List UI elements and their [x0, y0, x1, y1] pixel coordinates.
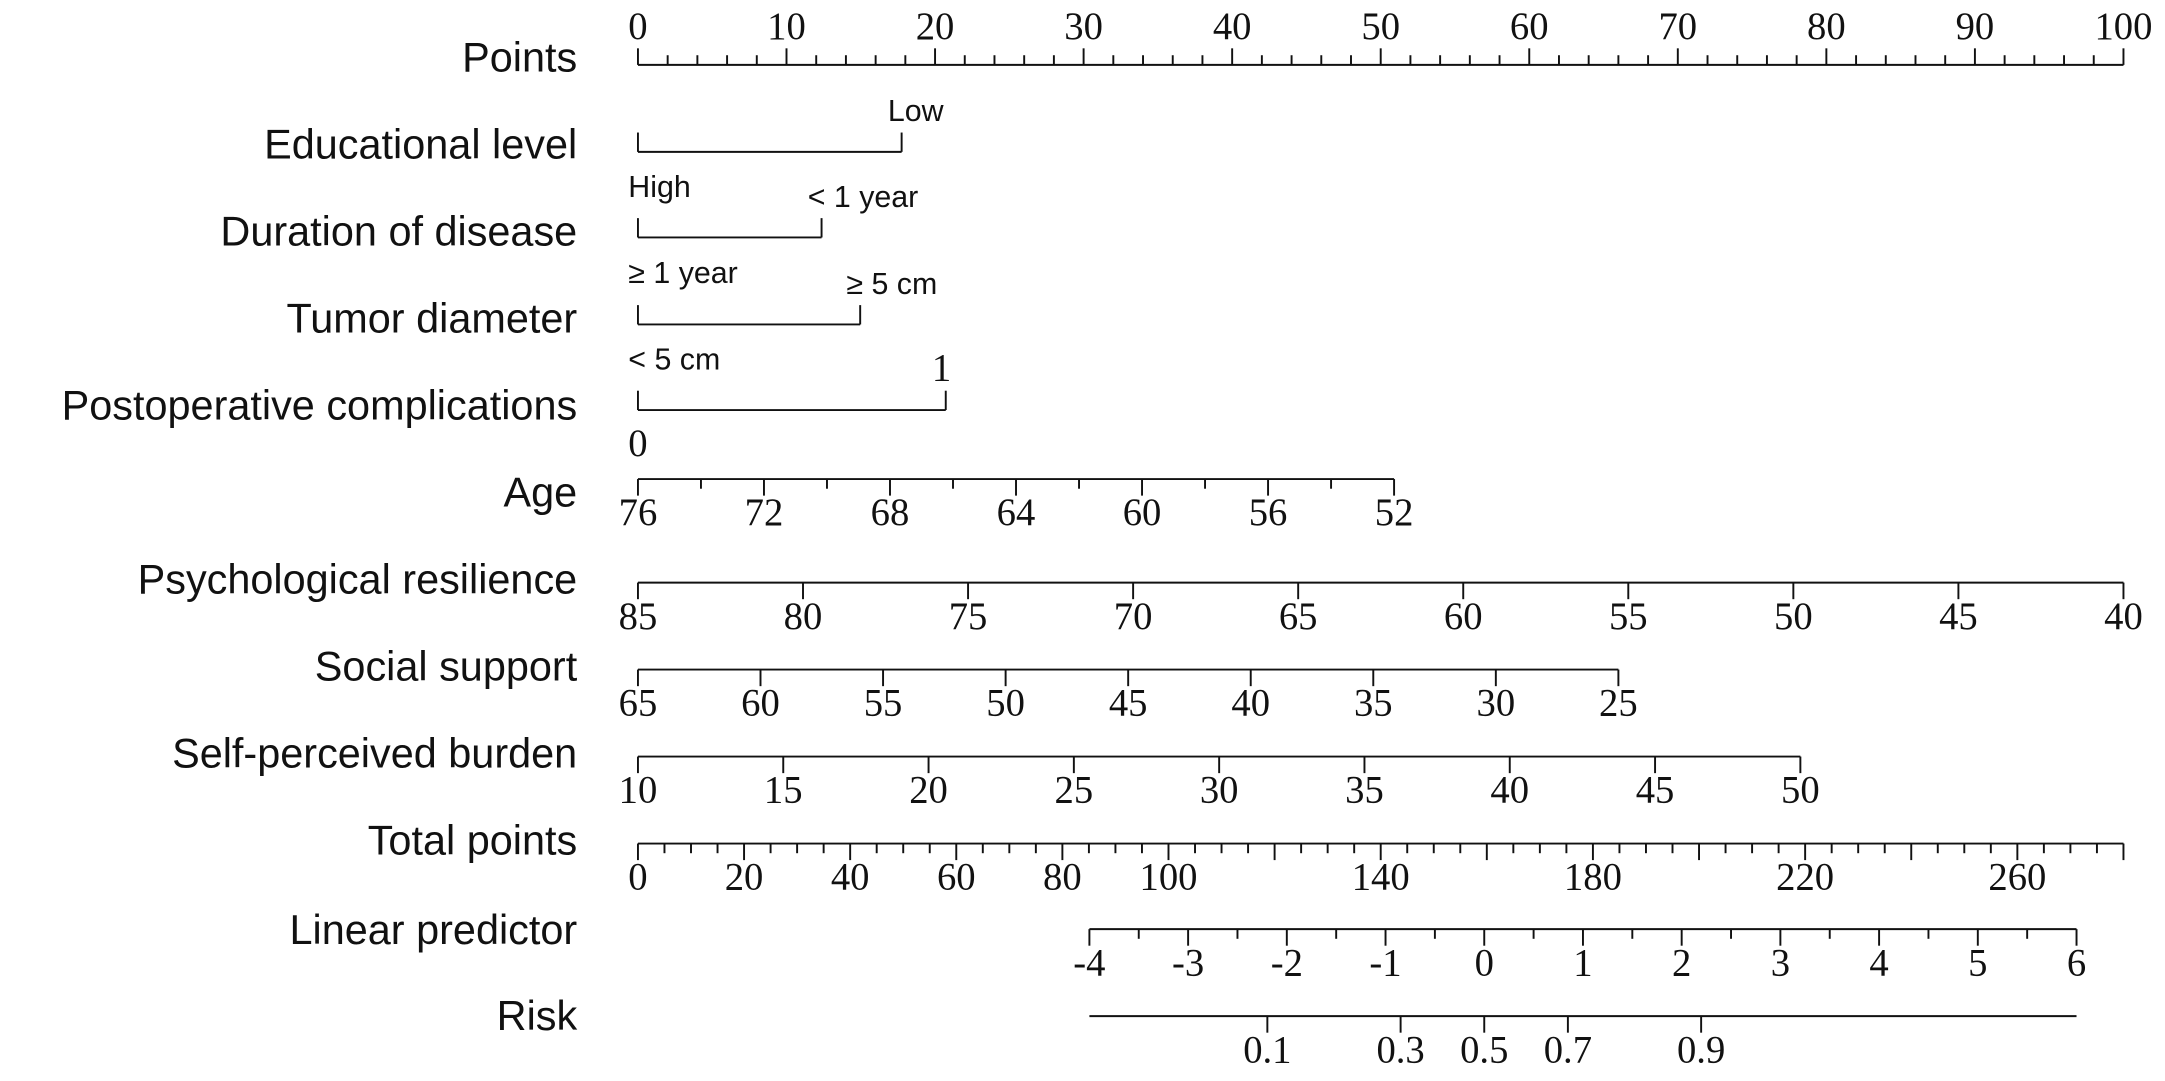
- tick-label: 45: [1636, 770, 1675, 812]
- tick-label: -4: [1073, 942, 1105, 984]
- tick-label: 60: [937, 857, 976, 899]
- level-label: < 1 year: [808, 181, 919, 214]
- tick-label: 20: [916, 6, 955, 48]
- tick-label: 40: [2104, 596, 2143, 638]
- tick-label: 70: [1114, 596, 1153, 638]
- tick-label: 45: [1109, 683, 1148, 725]
- tick-label: -2: [1271, 942, 1303, 984]
- tick-label: 220: [1776, 857, 1834, 899]
- level-label: 0: [628, 423, 647, 465]
- tick-label: 260: [1988, 857, 2046, 899]
- tick-label: 5: [1968, 942, 1987, 984]
- tick-label: 35: [1345, 770, 1384, 812]
- tick-label: 0.9: [1677, 1029, 1725, 1071]
- tick-label: 30: [1200, 770, 1239, 812]
- level-label: ≥ 1 year: [628, 257, 737, 290]
- tick-label: 0: [1475, 942, 1494, 984]
- tick-label: 20: [909, 770, 948, 812]
- tick-label: 20: [725, 857, 764, 899]
- tick-label: 90: [1956, 6, 1995, 48]
- tick-label: 0.1: [1243, 1029, 1291, 1071]
- tick-label: 80: [784, 596, 823, 638]
- level-label: High: [628, 171, 690, 204]
- tick-label: 65: [619, 683, 658, 725]
- tick-label: 56: [1249, 492, 1288, 534]
- tick-label: 70: [1658, 6, 1697, 48]
- tick-label: 80: [1807, 6, 1846, 48]
- tick-label: 100: [2094, 6, 2152, 48]
- tick-label: 0: [628, 6, 647, 48]
- row-label: Linear predictor: [290, 907, 578, 953]
- tick-label: -1: [1369, 942, 1401, 984]
- tick-label: 55: [1609, 596, 1648, 638]
- tick-label: 30: [1064, 6, 1103, 48]
- tick-label: 45: [1939, 596, 1978, 638]
- tick-label: 68: [871, 492, 910, 534]
- tick-label: 40: [831, 857, 870, 899]
- tick-label: 25: [1055, 770, 1094, 812]
- tick-label: 60: [1510, 6, 1549, 48]
- tick-label: 35: [1354, 683, 1393, 725]
- tick-label: 6: [2067, 942, 2086, 984]
- tick-label: 60: [741, 683, 780, 725]
- tick-label: 50: [1781, 770, 1820, 812]
- tick-label: 4: [1869, 942, 1888, 984]
- row-label: Risk: [497, 993, 578, 1039]
- tick-label: -3: [1172, 942, 1204, 984]
- tick-label: 140: [1352, 857, 1410, 899]
- row-label: Social support: [315, 644, 578, 690]
- tick-label: 40: [1490, 770, 1529, 812]
- tick-label: 25: [1599, 683, 1638, 725]
- tick-label: 10: [619, 770, 658, 812]
- level-label: Low: [888, 95, 944, 128]
- tick-label: 50: [986, 683, 1025, 725]
- tick-label: 72: [745, 492, 784, 534]
- tick-label: 10: [767, 6, 806, 48]
- tick-label: 0.5: [1460, 1029, 1508, 1071]
- level-label: < 5 cm: [628, 344, 720, 377]
- tick-label: 50: [1361, 6, 1400, 48]
- row-label: Duration of disease: [220, 209, 577, 255]
- tick-label: 85: [619, 596, 658, 638]
- tick-label: 3: [1771, 942, 1790, 984]
- tick-label: 65: [1279, 596, 1318, 638]
- tick-label: 76: [619, 492, 658, 534]
- tick-label: 30: [1477, 683, 1516, 725]
- tick-label: 64: [997, 492, 1036, 534]
- tick-label: 75: [949, 596, 988, 638]
- row-label: Total points: [368, 817, 577, 863]
- row-label: Age: [504, 470, 578, 516]
- row-label: Postoperative complications: [62, 383, 578, 429]
- row-label: Educational level: [264, 122, 577, 168]
- tick-label: 0.3: [1376, 1029, 1424, 1071]
- tick-label: 0.7: [1544, 1029, 1592, 1071]
- tick-label: 15: [764, 770, 803, 812]
- tick-label: 60: [1123, 492, 1162, 534]
- tick-label: 2: [1672, 942, 1691, 984]
- level-label: 1: [932, 347, 951, 389]
- row-label: Tumor diameter: [287, 296, 578, 342]
- row-label: Self-perceived burden: [172, 730, 577, 776]
- tick-label: 40: [1231, 683, 1270, 725]
- tick-label: 50: [1774, 596, 1813, 638]
- tick-label: 80: [1043, 857, 1082, 899]
- tick-label: 52: [1375, 492, 1414, 534]
- tick-label: 0: [628, 857, 647, 899]
- tick-label: 180: [1564, 857, 1622, 899]
- tick-label: 60: [1444, 596, 1483, 638]
- level-label: ≥ 5 cm: [846, 268, 937, 301]
- tick-label: 1: [1573, 942, 1592, 984]
- tick-label: 55: [864, 683, 903, 725]
- row-label: Psychological resilience: [138, 557, 578, 603]
- tick-label: 100: [1140, 857, 1198, 899]
- tick-label: 40: [1213, 6, 1252, 48]
- row-label: Points: [462, 35, 577, 81]
